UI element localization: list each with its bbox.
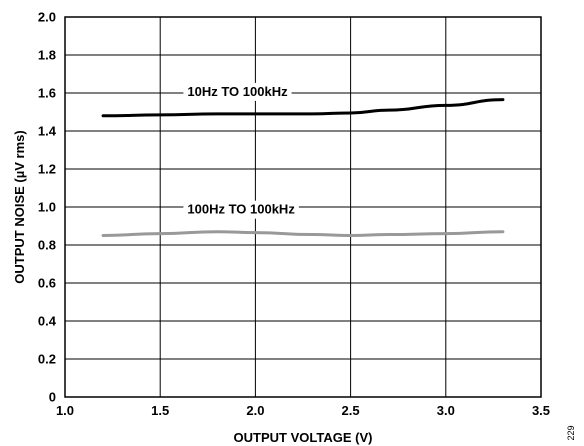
x-tick-label: 2.0	[246, 403, 264, 418]
x-tick-label: 3.5	[532, 403, 550, 418]
y-tick-label: 0	[49, 390, 56, 405]
y-axis-title: OUTPUT NOISE (µV rms)	[12, 130, 27, 283]
y-tick-label: 1.0	[38, 200, 56, 215]
y-tick-label: 1.8	[38, 48, 56, 63]
series-label-background	[183, 82, 292, 101]
y-tick-label: 0.4	[38, 314, 57, 329]
series-label: 10Hz TO 100kHz	[187, 84, 288, 99]
series-label: 100Hz TO 100kHz	[187, 202, 295, 217]
y-tick-label: 0.8	[38, 238, 56, 253]
series-labels: 10Hz TO 100kHz 100Hz TO 100kHz	[183, 82, 299, 219]
x-tick-label: 2.5	[342, 403, 360, 418]
series-line	[101, 98, 505, 118]
y-tick-label: 1.4	[38, 124, 57, 139]
y-tick-label: 0.2	[38, 352, 56, 367]
x-tick-label: 3.0	[437, 403, 455, 418]
y-tick-label: 2.0	[38, 10, 56, 25]
series-lines	[101, 98, 505, 237]
series-line	[101, 230, 505, 237]
x-tick-label: 1.0	[56, 403, 74, 418]
series-label-background	[183, 200, 299, 219]
y-tick-labels: 0 0.2 0.4 0.6 0.8 1.0 1.2 1.4 1.6 1.8 2.0	[38, 10, 57, 405]
y-tick-label: 0.6	[38, 276, 56, 291]
figure-id: 229	[566, 425, 576, 440]
x-tick-labels: 1.0 1.5 2.0 2.5 3.0 3.5	[56, 403, 550, 418]
x-tick-label: 1.5	[151, 403, 169, 418]
y-tick-label: 1.2	[38, 162, 56, 177]
grid	[64, 16, 542, 398]
x-axis-title: OUTPUT VOLTAGE (V)	[234, 430, 373, 445]
plot-frame	[64, 16, 542, 398]
y-tick-label: 1.6	[38, 86, 56, 101]
